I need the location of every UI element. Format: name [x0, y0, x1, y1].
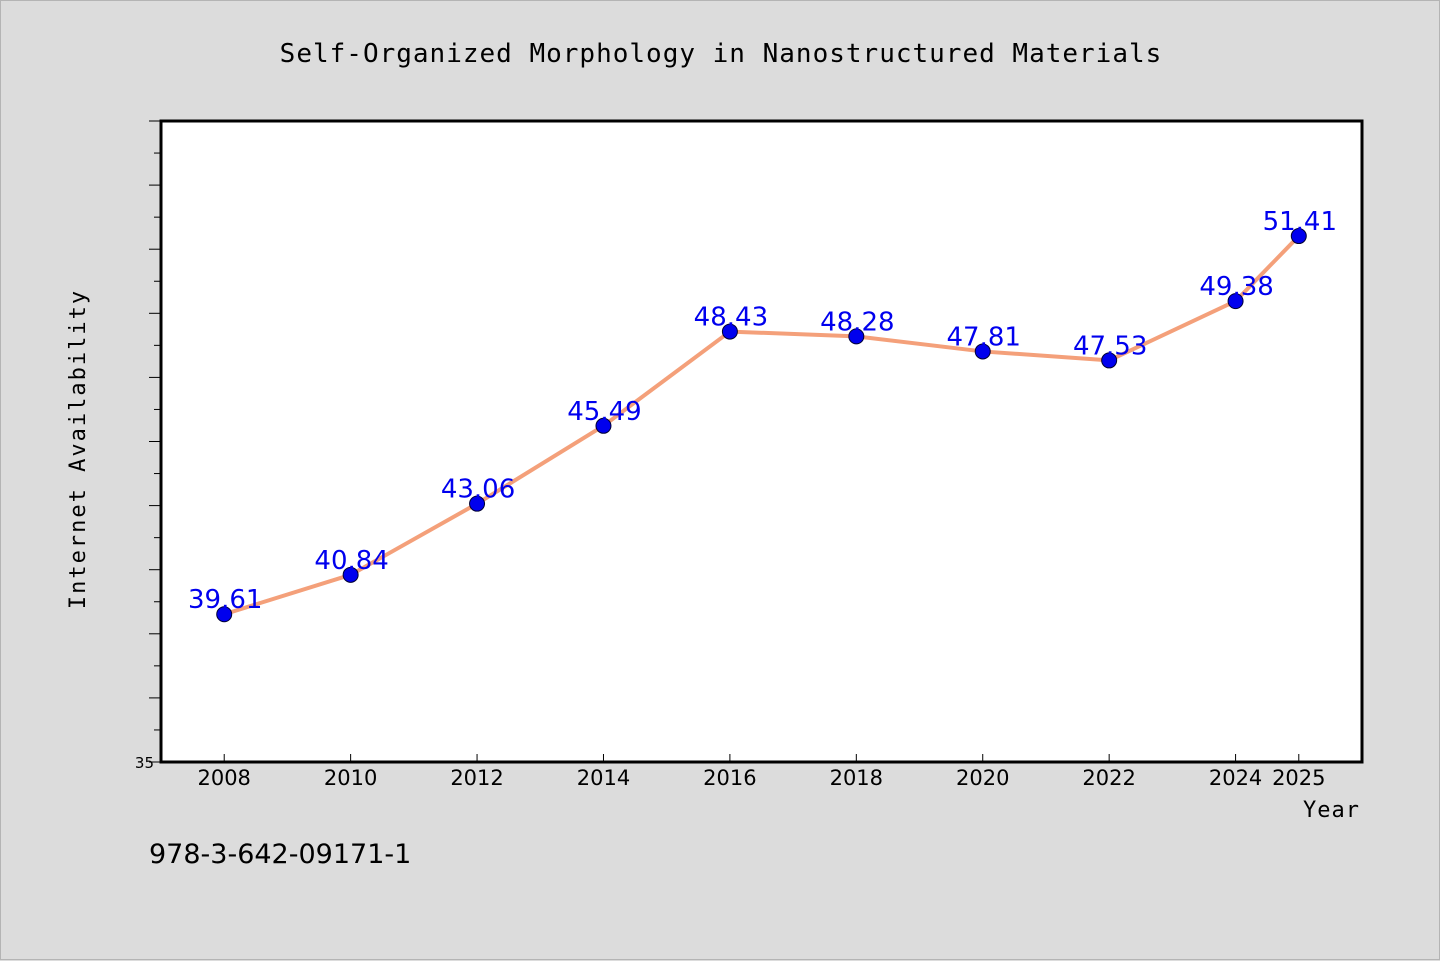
chart-title: Self-Organized Morphology in Nanostructu…	[280, 39, 1163, 69]
data-label: 47.81	[947, 322, 1021, 352]
x-axis-label: Year	[1303, 798, 1360, 823]
data-point	[469, 495, 486, 512]
isbn-annotation: 978-3-642-09171-1	[149, 839, 411, 870]
data-label: 49.38	[1199, 272, 1273, 302]
data-label: 48.43	[694, 303, 768, 333]
data-point	[595, 417, 612, 434]
data-labels: 39.61 40.84 43.06 45.49 48.43 48.28 47.81 47.53…	[188, 207, 1337, 615]
data-point	[848, 328, 865, 345]
x-tick-label: 2008	[197, 766, 250, 790]
data-point	[216, 606, 233, 623]
data-point	[974, 343, 991, 360]
series-line	[222, 234, 1301, 617]
data-point	[721, 323, 738, 340]
data-label: 48.28	[820, 307, 894, 337]
x-tick-label: 2025	[1272, 766, 1325, 790]
x-tick-label: 2010	[324, 766, 377, 790]
x-tick-label: 2012	[450, 766, 503, 790]
data-point	[1101, 352, 1118, 369]
data-label: 39.61	[188, 585, 262, 615]
x-tick-label: 2022	[1082, 766, 1135, 790]
y-axis: 35	[135, 120, 161, 772]
data-point	[1227, 293, 1244, 310]
series-markers	[216, 228, 1307, 623]
data-label: 45.49	[567, 397, 641, 427]
plot-area	[159, 119, 1364, 764]
x-axis: 2008 2010 2012 2014 2016 2018 2020 2022 2024 2025	[197, 754, 1326, 790]
x-tick-label: 2020	[956, 766, 1009, 790]
y-tick-label: 35	[135, 754, 154, 772]
data-label: 40.84	[314, 546, 388, 576]
data-label: 51.41	[1263, 207, 1337, 237]
data-label: 47.53	[1073, 331, 1147, 361]
x-tick-label: 2014	[577, 766, 630, 790]
x-tick-label: 2018	[830, 766, 883, 790]
data-label: 43.06	[441, 475, 515, 505]
data-point	[1290, 228, 1307, 245]
x-tick-label: 2016	[703, 766, 756, 790]
x-tick-label: 2024	[1209, 766, 1262, 790]
data-point	[342, 566, 359, 583]
y-axis-label: Internet Availability	[66, 289, 91, 609]
